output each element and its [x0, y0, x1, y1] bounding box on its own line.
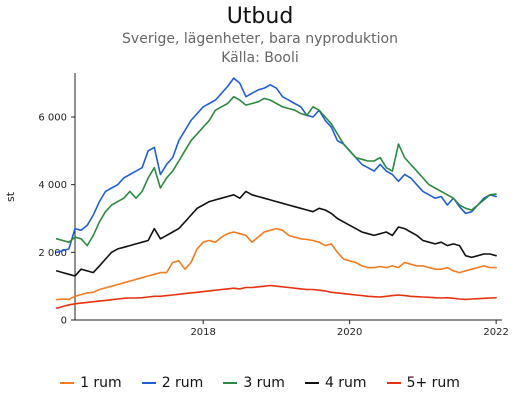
chart-plot: 0 2 000 4 000 6 000 2018 2020 2022 st — [4, 73, 509, 338]
legend-label: 5+ rum — [406, 375, 460, 391]
series-lines — [55, 77, 497, 310]
legend-swatch — [60, 382, 75, 384]
legend: 1 rum 2 rum 3 rum 4 rum 5+ rum — [0, 372, 520, 394]
legend-item: 4 rum — [304, 375, 367, 391]
y-axis-label: st — [4, 191, 17, 202]
x-tick-label: 2018 — [190, 327, 215, 338]
y-tick-label: 6 000 — [38, 112, 67, 123]
chart-subtitle: Sverige, lägenheter, bara nyproduktion — [122, 31, 398, 47]
y-tick-label: 0 — [61, 316, 67, 327]
axes: 0 2 000 4 000 6 000 2018 2020 2022 — [38, 73, 509, 338]
legend-label: 2 rum — [161, 375, 204, 391]
legend-swatch — [223, 382, 238, 384]
legend-label: 1 rum — [80, 375, 122, 391]
y-tick-label: 4 000 — [38, 180, 67, 191]
legend-label: 3 rum — [243, 375, 285, 391]
series-line-4-rum — [55, 190, 497, 277]
y-tick-label: 2 000 — [38, 248, 67, 259]
legend-swatch — [304, 382, 319, 384]
series-line-1-rum — [55, 227, 497, 301]
legend-swatch — [386, 382, 401, 384]
x-tick-label: 2020 — [337, 327, 362, 338]
legend-item: 1 rum — [60, 375, 122, 391]
x-tick-label: 2022 — [483, 327, 508, 338]
legend-swatch — [141, 382, 156, 384]
series-line-5-rum — [55, 284, 497, 310]
series-line-3-rum — [55, 95, 497, 247]
chart-source: Källa: Booli — [221, 50, 299, 66]
legend-label: 4 rum — [324, 375, 367, 391]
chart-title: Utbud — [226, 4, 294, 29]
series-line-2-rum — [55, 77, 497, 254]
legend-item: 5+ rum — [386, 375, 460, 391]
legend-item: 3 rum — [223, 375, 285, 391]
legend-item: 2 rum — [141, 375, 204, 391]
